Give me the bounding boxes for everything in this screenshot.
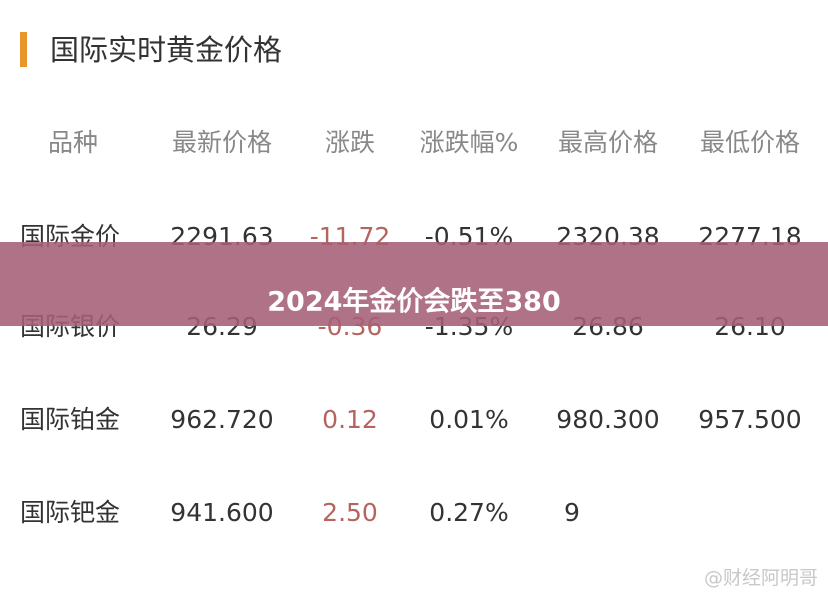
table-cell: 0.27% bbox=[429, 498, 509, 527]
table-cell: 962.720 bbox=[170, 405, 274, 434]
column-header: 最低价格 bbox=[699, 128, 801, 157]
table-cell: 2.50 bbox=[322, 498, 378, 527]
banner bbox=[0, 242, 828, 326]
table-cell: 957.500 bbox=[698, 405, 802, 434]
column-header: 品种 bbox=[48, 128, 99, 157]
banner-text: 2024年金价会跌至380 bbox=[267, 286, 561, 318]
column-header: 最高价格 bbox=[557, 128, 659, 157]
table-cell: 国际钯金 bbox=[20, 498, 121, 527]
table-cell: 980.300 bbox=[556, 405, 660, 434]
table-cell: 0.12 bbox=[322, 405, 378, 434]
table-cell: 0.01% bbox=[429, 405, 509, 434]
column-header: 涨跌 bbox=[324, 128, 376, 157]
column-header: 最新价格 bbox=[171, 128, 273, 157]
title: 国际实时黄金价格 bbox=[50, 33, 283, 67]
table-cell: 国际铂金 bbox=[20, 405, 121, 434]
table-cell: 9 bbox=[564, 498, 580, 527]
watermark: @财经阿明哥 bbox=[703, 567, 818, 589]
title-accent bbox=[20, 32, 27, 67]
column-header: 涨跌幅% bbox=[419, 128, 519, 157]
table-cell: 941.600 bbox=[170, 498, 274, 527]
